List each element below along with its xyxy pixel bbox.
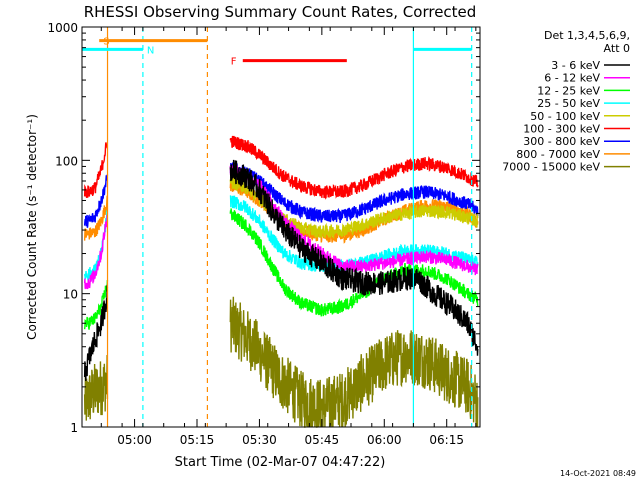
legend-header-line-1: Det 1,3,4,5,6,9, bbox=[544, 29, 630, 42]
series-line-3-6-kev bbox=[229, 159, 479, 356]
legend-label-800-7000-kev: 800 - 7000 keV bbox=[516, 148, 600, 161]
flag-label-n-1: N bbox=[147, 45, 154, 56]
series-line-100-300-kev bbox=[83, 142, 109, 198]
x-tick-label: 06:00 bbox=[367, 433, 402, 447]
x-tick-label: 05:15 bbox=[180, 433, 215, 447]
chart-title: RHESSI Observing Summary Count Rates, Co… bbox=[84, 3, 477, 21]
series-line-7000-15000-kev bbox=[229, 296, 479, 428]
legend-label-6-12-kev: 6 - 12 keV bbox=[544, 72, 600, 85]
legend-header-line-2: Att 0 bbox=[604, 42, 630, 55]
y-tick-label: 1 bbox=[70, 421, 78, 435]
x-tick-label: 05:45 bbox=[305, 433, 340, 447]
x-tick-label: 05:30 bbox=[242, 433, 277, 447]
series-line-7000-15000-kev bbox=[83, 355, 109, 421]
legend-label-12-25-kev: 12 - 25 keV bbox=[537, 84, 600, 97]
series-line-800-7000-kev bbox=[83, 195, 109, 241]
legend-label-100-300-kev: 100 - 300 keV bbox=[523, 123, 600, 136]
legend-label-3-6-kev: 3 - 6 keV bbox=[551, 59, 600, 72]
series-line-12-25-kev bbox=[83, 279, 109, 330]
footer-timestamp: 14-Oct-2021 08:49 bbox=[560, 469, 636, 478]
flag-label-s-0: S bbox=[103, 37, 109, 48]
legend-label-7000-15000-kev: 7000 - 15000 keV bbox=[502, 161, 600, 174]
series-line-300-800-kev bbox=[83, 174, 109, 228]
plot-frame bbox=[81, 26, 481, 428]
legend-label-300-800-kev: 300 - 800 keV bbox=[523, 135, 600, 148]
x-tick-label: 05:00 bbox=[117, 433, 152, 447]
series-line-100-300-kev bbox=[229, 135, 479, 200]
flag-label-f-2: F bbox=[231, 57, 237, 68]
y-tick-label: 1000 bbox=[47, 21, 78, 35]
plot-area: S N F 1 10 100 1000 05:00 05:15 05:30 05:45 06:00 06… bbox=[47, 21, 481, 447]
series-line-12-25-kev bbox=[229, 208, 479, 317]
x-tick-label: 06:15 bbox=[429, 433, 464, 447]
series-line-3-6-kev bbox=[83, 284, 109, 382]
y-tick-label: 10 bbox=[63, 288, 78, 302]
legend-label-25-50-kev: 25 - 50 keV bbox=[537, 97, 600, 110]
series-line-6-12-kev bbox=[83, 214, 108, 290]
y-tick-label: 100 bbox=[55, 154, 78, 168]
legend-label-50-100-kev: 50 - 100 keV bbox=[530, 110, 600, 123]
x-axis-label: Start Time (02-Mar-07 04:47:22) bbox=[175, 455, 386, 470]
y-axis-label: Corrected Count Rate (s⁻¹ detector⁻¹) bbox=[25, 114, 39, 340]
series-line-300-800-kev bbox=[229, 162, 479, 224]
